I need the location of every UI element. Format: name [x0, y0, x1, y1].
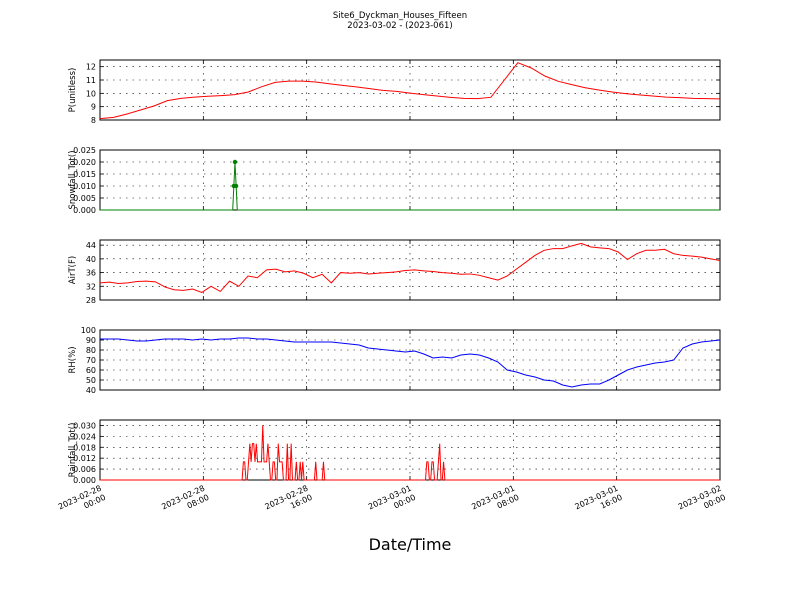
y-tick-label: 0.006 [73, 465, 96, 474]
y-tick-label: 10 [86, 89, 96, 98]
x-tick-label: 2023-02-2800:00 [57, 484, 107, 521]
y-tick-label: 11 [86, 76, 96, 85]
y-tick-label: 70 [86, 356, 96, 365]
y-tick-label: 0.018 [73, 443, 96, 452]
y-axis-label: P(unitless) [68, 68, 78, 113]
y-tick-label: 28 [86, 296, 96, 305]
series-line [100, 337, 721, 388]
x-tick-label: 2023-03-0100:00 [367, 484, 417, 521]
series-line [100, 161, 720, 211]
y-tick-label: 9 [91, 103, 96, 112]
y-tick-label: 0.005 [73, 194, 96, 203]
y-tick-label: 0.025 [73, 146, 96, 155]
data-point [232, 159, 238, 165]
axes-frame [99, 59, 721, 121]
y-tick-label: 36 [86, 269, 96, 278]
y-tick-label: 44 [86, 241, 96, 250]
figure-subtitle: 2023-03-02 - (2023-061) [347, 21, 453, 31]
series-line [99, 242, 721, 294]
y-tick-label: 90 [86, 336, 96, 345]
y-tick-label: 80 [86, 346, 96, 355]
y-tick-label: 0.000 [73, 206, 96, 215]
y-tick-label: 0.024 [73, 432, 96, 441]
axes-frame [99, 329, 721, 391]
y-tick-label: 8 [91, 116, 96, 125]
y-tick-label: 0.015 [73, 170, 96, 179]
y-tick-label: 50 [86, 376, 96, 385]
y-tick-label: 0.030 [73, 421, 96, 430]
axes-frame [99, 239, 721, 301]
x-tick-label: 2023-02-2808:00 [160, 484, 210, 521]
y-tick-label: 32 [86, 282, 96, 291]
series-line [99, 62, 721, 120]
series-line [100, 425, 720, 481]
y-tick-label: 0.020 [73, 158, 96, 167]
y-tick-label: 0.010 [73, 182, 96, 191]
axes-frame [99, 419, 721, 481]
y-axis-label: Snowfall_Tot() [68, 150, 78, 209]
y-tick-label: 12 [86, 63, 96, 72]
y-tick-label: 40 [86, 386, 96, 395]
y-axis-label: AirT(F) [68, 256, 78, 284]
y-tick-label: 0.012 [73, 454, 96, 463]
y-tick-label: 60 [86, 366, 96, 375]
figure-title: Site6_Dyckman_Houses_Fifteen [332, 11, 468, 21]
x-tick-label: 2023-02-2816:00 [264, 484, 314, 521]
x-axis-label: Date/Time [368, 535, 452, 554]
y-tick-label: 40 [86, 255, 96, 264]
y-tick-label: 0.000 [73, 476, 96, 485]
data-point [233, 183, 239, 189]
x-tick-label: 2023-03-0116:00 [574, 484, 624, 521]
y-axis-label: RH(%) [68, 346, 78, 373]
y-axis-label: Rainfall_Tot() [68, 423, 78, 478]
x-tick-label: 2023-03-0108:00 [470, 484, 520, 521]
axes-frame [99, 149, 721, 211]
y-tick-label: 100 [81, 326, 96, 335]
x-tick-label: 2023-03-0200:00 [677, 484, 727, 521]
